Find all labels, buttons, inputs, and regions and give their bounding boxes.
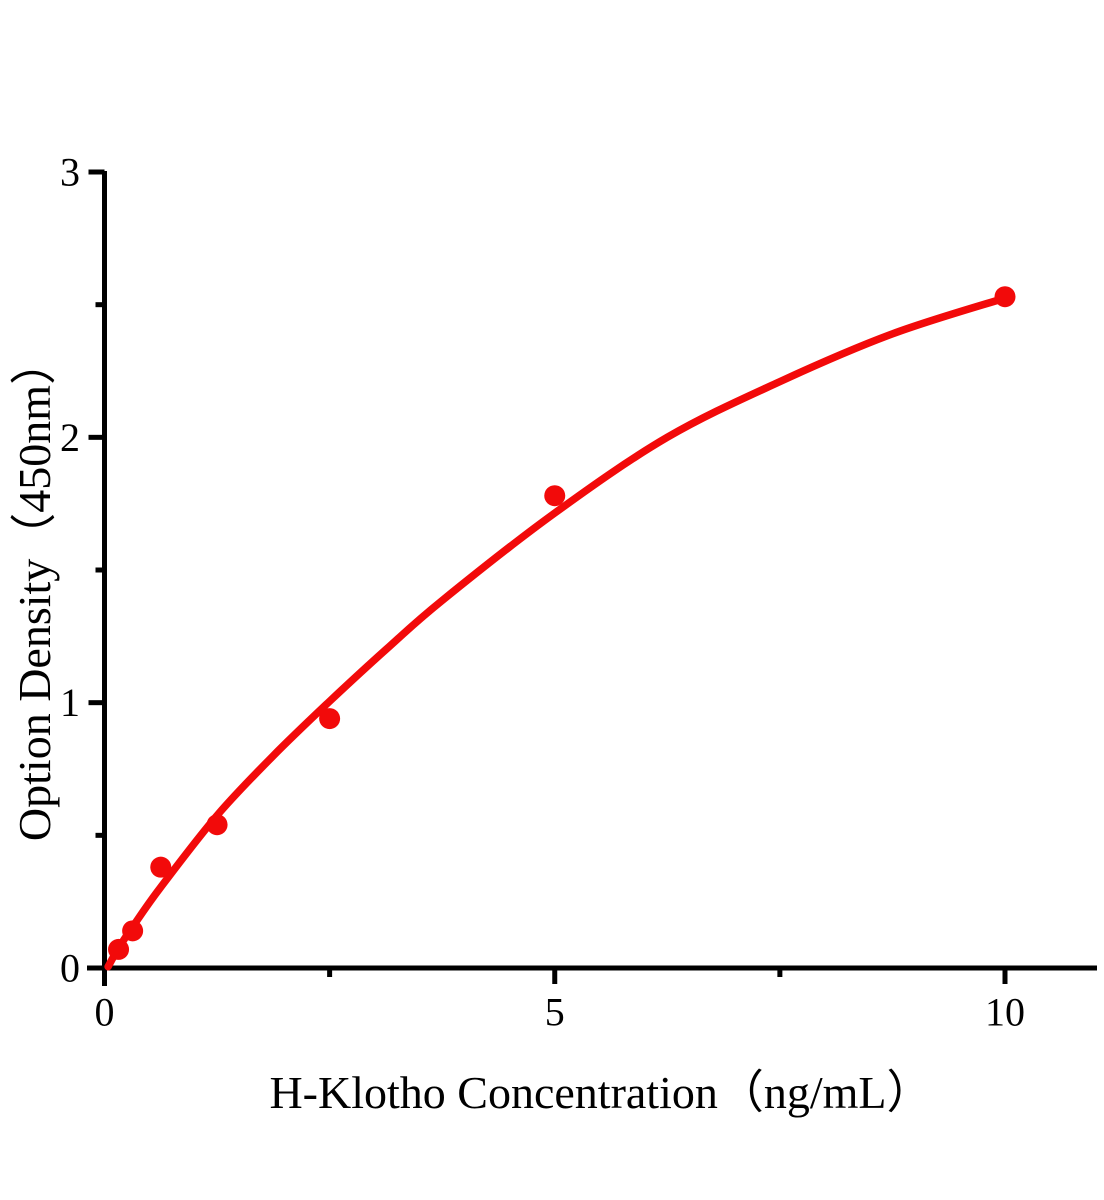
axis-tick-labels: 0 5 10 0 1 2 3 — [60, 150, 1025, 1035]
data-point — [319, 708, 341, 730]
data-points — [108, 286, 1016, 960]
data-point — [544, 485, 566, 507]
fit-curve — [104, 294, 1009, 971]
x-tick-label: 10 — [985, 990, 1025, 1035]
x-tick-label: 5 — [545, 990, 565, 1035]
data-point — [150, 856, 172, 878]
data-point — [206, 814, 228, 836]
axes — [87, 171, 1097, 986]
x-axis-title: H-Klotho Concentration（ng/mL） — [269, 1067, 933, 1118]
y-tick-label: 1 — [60, 680, 80, 725]
y-tick-label: 0 — [60, 946, 80, 991]
data-point — [994, 286, 1016, 308]
data-point — [108, 938, 130, 960]
y-tick-label: 2 — [60, 415, 80, 460]
axis-ticks — [88, 169, 1008, 984]
y-axis-title: Option Density（450nm） — [9, 338, 60, 842]
x-tick-label: 0 — [95, 990, 115, 1035]
standard-curve-line — [104, 294, 1009, 971]
y-tick-label: 3 — [60, 150, 80, 195]
data-point — [122, 920, 144, 942]
